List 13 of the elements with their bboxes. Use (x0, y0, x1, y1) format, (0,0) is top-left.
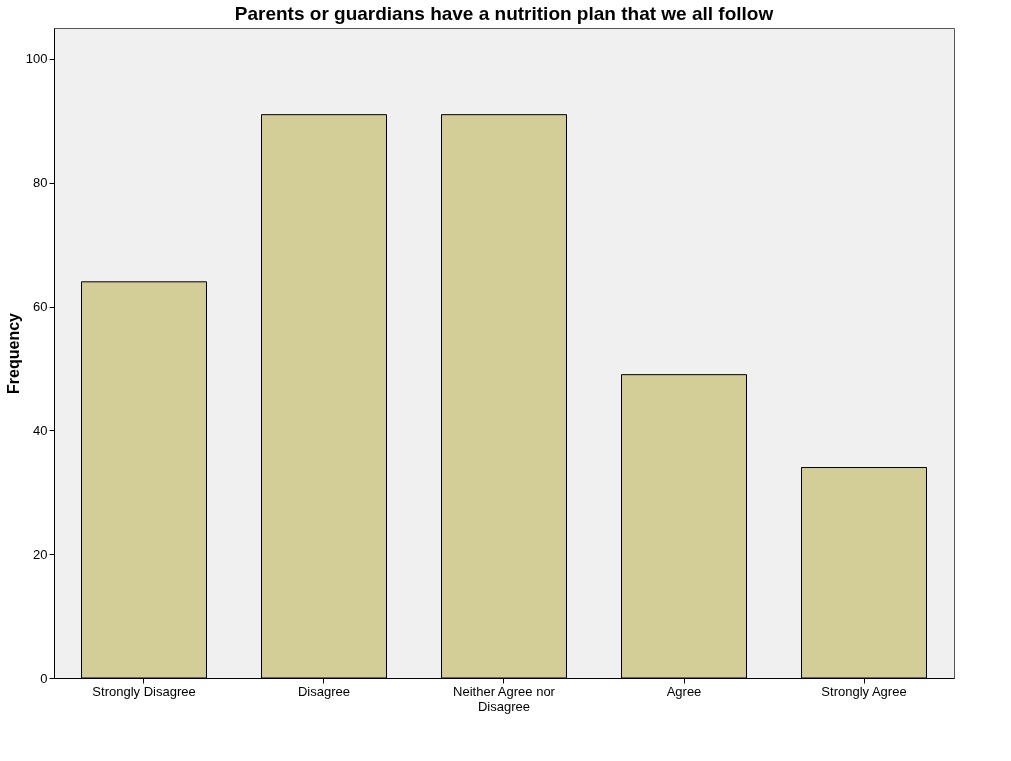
x-tick-label: Disagree (297, 683, 351, 699)
y-axis-title: Frequency (4, 312, 22, 394)
x-tick-label: Strongly Agree (821, 683, 907, 699)
y-tick-label: 20 (33, 546, 48, 562)
x-tick-label: Agree (666, 683, 702, 699)
y-tick-label: 40 (33, 422, 48, 438)
y-tick-label: 60 (33, 299, 48, 315)
y-tick-label: 100 (25, 51, 48, 67)
x-tick-label: Strongly Disagree (92, 683, 196, 699)
x-tick-label: Neither Agree nor Disagree (453, 683, 556, 714)
chart-title: Parents or guardians have a nutrition plan that we all follow (234, 3, 774, 24)
y-tick-label: 0 (40, 670, 48, 686)
y-tick-label: 80 (33, 175, 48, 191)
